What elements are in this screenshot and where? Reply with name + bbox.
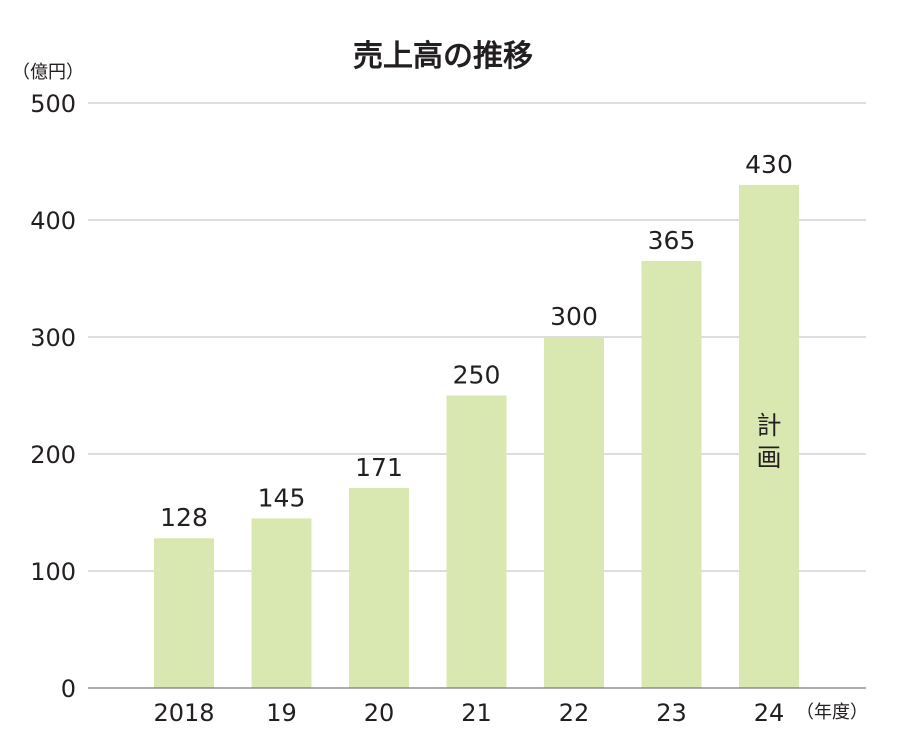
y-tick-label: 300	[30, 324, 76, 352]
data-label-23: 365	[648, 226, 696, 255]
x-tick-label-23: 23	[656, 699, 687, 727]
bar-23	[641, 260, 702, 688]
y-axis-ticks: 0 100 200 300 400 500	[30, 90, 76, 703]
chart-title: 売上高の推移	[353, 39, 533, 74]
y-tick-label: 100	[30, 558, 76, 586]
data-label-22: 300	[550, 302, 598, 331]
y-tick-label: 400	[30, 207, 76, 235]
data-label-21: 250	[453, 361, 501, 390]
y-tick-label: 200	[30, 441, 76, 469]
data-label-2018: 128	[160, 503, 208, 532]
gridlines	[88, 102, 866, 572]
x-tick-label-2018: 2018	[153, 699, 214, 727]
bar-22	[544, 337, 604, 688]
bar-2018	[154, 538, 214, 688]
bar-19	[251, 518, 312, 688]
annotations: 計画	[756, 411, 781, 472]
x-axis-ticks: 2018 19 20 21 22 23 24	[153, 699, 784, 727]
data-labels: 128 145 171 250 300 365 430	[160, 150, 793, 532]
data-label-20: 171	[355, 453, 403, 482]
x-tick-label-19: 19	[266, 699, 297, 727]
annotation-plan: 計画	[756, 411, 781, 472]
bar-21	[446, 395, 507, 688]
data-label-19: 145	[258, 483, 306, 512]
x-tick-label-22: 22	[559, 699, 590, 727]
x-tick-label-20: 20	[364, 699, 395, 727]
data-label-24: 430	[745, 150, 793, 179]
y-tick-label: 0	[61, 675, 76, 703]
y-axis-unit: （億円）	[12, 62, 84, 83]
bars	[154, 184, 799, 688]
x-axis-unit: （年度）	[796, 702, 868, 723]
bar-24	[739, 184, 799, 688]
x-tick-label-24: 24	[754, 699, 785, 727]
bar-20	[349, 487, 409, 688]
x-tick-label-21: 21	[461, 699, 492, 727]
y-tick-label: 500	[30, 90, 76, 118]
